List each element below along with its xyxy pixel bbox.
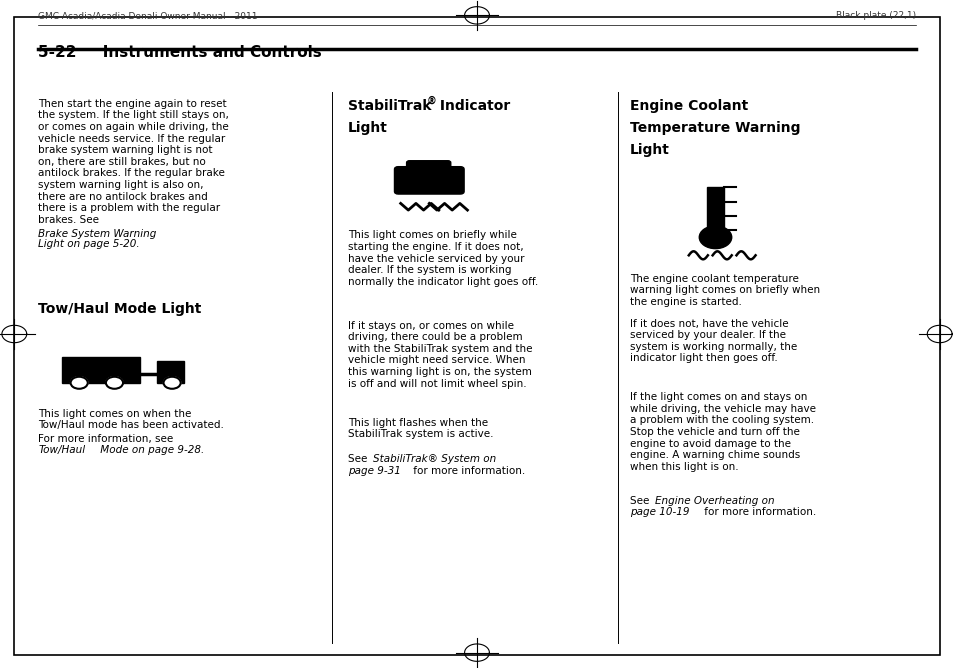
Text: StabiliTrak: StabiliTrak xyxy=(348,99,432,113)
Text: See: See xyxy=(629,496,652,506)
Text: The engine coolant temperature
warning light comes on briefly when
the engine is: The engine coolant temperature warning l… xyxy=(629,274,819,307)
Text: If it does not, have the vehicle
serviced by your dealer. If the
system is worki: If it does not, have the vehicle service… xyxy=(629,319,796,363)
Text: page 10-19: page 10-19 xyxy=(629,507,688,517)
Text: Temperature Warning: Temperature Warning xyxy=(629,121,800,135)
Text: Light: Light xyxy=(629,143,669,157)
Bar xyxy=(62,357,140,383)
Circle shape xyxy=(699,226,731,248)
Text: Light on page 5-20.: Light on page 5-20. xyxy=(38,239,140,249)
Text: for more information.: for more information. xyxy=(410,466,525,476)
Text: For more information, see: For more information, see xyxy=(38,434,176,444)
FancyBboxPatch shape xyxy=(394,167,463,194)
Text: See: See xyxy=(348,454,371,464)
Text: 5-22     Instruments and Controls: 5-22 Instruments and Controls xyxy=(38,45,321,60)
Text: Light: Light xyxy=(348,121,388,135)
Text: GMC Acadia/Acadia Denali Owner Manual - 2011: GMC Acadia/Acadia Denali Owner Manual - … xyxy=(38,11,257,20)
Text: Black plate (22,1): Black plate (22,1) xyxy=(835,11,915,20)
FancyBboxPatch shape xyxy=(406,161,450,180)
Bar xyxy=(706,187,723,230)
Text: StabiliTrak® System on: StabiliTrak® System on xyxy=(373,454,496,464)
Text: Then start the engine again to reset
the system. If the light still stays on,
or: Then start the engine again to reset the… xyxy=(38,99,229,225)
Text: Brake System Warning: Brake System Warning xyxy=(38,229,156,239)
Bar xyxy=(157,361,184,383)
Text: Indicator: Indicator xyxy=(435,99,510,113)
Text: Engine Overheating on: Engine Overheating on xyxy=(655,496,774,506)
Text: Engine Coolant: Engine Coolant xyxy=(629,99,747,113)
Text: If it stays on, or comes on while
driving, there could be a problem
with the Sta: If it stays on, or comes on while drivin… xyxy=(348,321,532,389)
Text: page 9-31: page 9-31 xyxy=(348,466,400,476)
Text: Tow/Haul Mode Light: Tow/Haul Mode Light xyxy=(38,302,201,316)
Text: If the light comes on and stays on
while driving, the vehicle may have
a problem: If the light comes on and stays on while… xyxy=(629,392,815,472)
Circle shape xyxy=(71,377,88,389)
Circle shape xyxy=(106,377,123,389)
Text: This light comes on briefly while
starting the engine. If it does not,
have the : This light comes on briefly while starti… xyxy=(348,230,537,287)
Text: ®: ® xyxy=(426,96,436,106)
Text: This light comes on when the
Tow/Haul mode has been activated.: This light comes on when the Tow/Haul mo… xyxy=(38,409,224,430)
Text: for more information.: for more information. xyxy=(700,507,816,517)
Text: Mode on page 9-28.: Mode on page 9-28. xyxy=(97,445,204,455)
Circle shape xyxy=(163,377,180,389)
Text: Tow/Haul: Tow/Haul xyxy=(38,445,85,455)
Text: This light flashes when the
StabiliTrak system is active.: This light flashes when the StabiliTrak … xyxy=(348,418,494,439)
